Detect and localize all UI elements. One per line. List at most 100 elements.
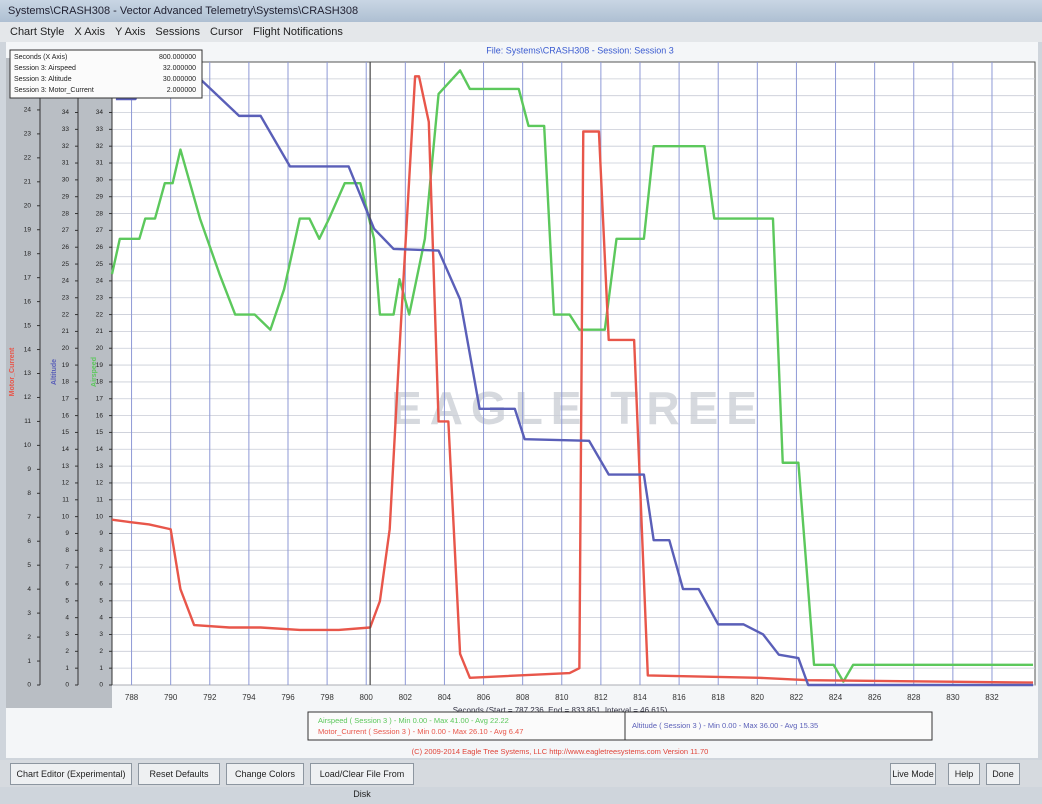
y-tick-label: 23	[62, 294, 70, 301]
y-tick-label: 21	[62, 328, 70, 335]
y-tick-label: 29	[62, 193, 70, 200]
tooltip-value: 32.000000	[163, 65, 196, 72]
y-tick-label: 5	[99, 598, 103, 605]
y-tick-label: 22	[62, 311, 70, 318]
y-tick-label: 13	[24, 370, 32, 377]
legend-entry: Motor_Current ( Session 3 ) - Min 0.00 -…	[318, 727, 523, 736]
window-title: Systems\CRASH308 - Vector Advanced Telem…	[8, 5, 358, 17]
x-tick-label: 812	[594, 693, 608, 702]
y-tick-label: 25	[62, 261, 70, 268]
y-tick-label: 11	[62, 497, 69, 504]
y-tick-label: 23	[24, 131, 32, 138]
y-tick-label: 26	[62, 244, 70, 251]
y-tick-label: 24	[96, 278, 104, 285]
y-tick-label: 19	[62, 362, 70, 369]
menu-item[interactable]: Chart Style	[10, 26, 64, 38]
y-tick-label: 4	[27, 586, 31, 593]
x-tick-label: 824	[829, 693, 843, 702]
y-tick-label: 6	[65, 581, 69, 588]
y-tick-label: 21	[96, 328, 104, 335]
y-tick-label: 8	[99, 547, 103, 554]
tooltip-value: 800.000000	[159, 54, 196, 61]
button[interactable]: Live Mode	[890, 763, 936, 785]
tooltip-label: Session 3: Airspeed	[14, 65, 76, 72]
menu-item[interactable]: Cursor	[210, 26, 243, 38]
legend-entry: Airspeed ( Session 3 ) - Min 0.00 - Max …	[318, 716, 509, 725]
y-tick-label: 3	[65, 631, 69, 638]
x-tick-label: 794	[242, 693, 256, 702]
y-axis-title: Altitude	[51, 359, 58, 385]
plot-area	[112, 62, 1035, 685]
y-axis-title: Airspeed	[91, 357, 98, 387]
chart: File: Systems\CRASH308 - Session: Sessio…	[0, 42, 1042, 760]
x-tick-label: 814	[633, 693, 647, 702]
y-tick-label: 14	[24, 346, 32, 353]
y-tick-label: 16	[24, 298, 32, 305]
y-tick-label: 10	[24, 442, 32, 449]
y-tick-label: 2	[99, 648, 103, 655]
y-tick-label: 1	[27, 658, 31, 665]
y-tick-label: 16	[96, 412, 104, 419]
x-tick-label: 826	[868, 693, 882, 702]
y-tick-label: 21	[24, 179, 32, 186]
y-tick-label: 31	[62, 160, 70, 167]
x-tick-label: 810	[555, 693, 569, 702]
y-tick-label: 8	[65, 547, 69, 554]
watermark: EAGLE TREE	[391, 382, 765, 434]
x-tick-label: 800	[360, 693, 374, 702]
button[interactable]: Help	[948, 763, 980, 785]
x-tick-label: 796	[281, 693, 295, 702]
y-tick-label: 16	[62, 412, 70, 419]
button[interactable]: Load/Clear File From Disk	[310, 763, 414, 785]
y-tick-label: 25	[96, 261, 104, 268]
x-tick-label: 820	[751, 693, 765, 702]
title-bar: Systems\CRASH308 - Vector Advanced Telem…	[0, 0, 1042, 22]
button[interactable]: Reset Defaults	[138, 763, 220, 785]
tooltip-value: 30.000000	[163, 76, 196, 83]
y-tick-label: 24	[62, 278, 70, 285]
y-tick-label: 6	[99, 581, 103, 588]
y-tick-label: 13	[96, 463, 104, 470]
y-axis-title: Motor_Current	[9, 347, 16, 396]
x-tick-label: 788	[125, 693, 139, 702]
menu-item[interactable]: Y Axis	[115, 26, 145, 38]
x-tick-label: 792	[203, 693, 217, 702]
x-tick-label: 818	[712, 693, 726, 702]
y-tick-label: 2	[27, 634, 31, 641]
y-tick-label: 28	[62, 210, 70, 217]
y-tick-label: 9	[27, 466, 31, 473]
x-tick-label: 790	[164, 693, 178, 702]
x-tick-label: 828	[907, 693, 921, 702]
y-tick-label: 10	[96, 513, 104, 520]
y-tick-label: 29	[96, 193, 104, 200]
y-tick-label: 7	[99, 564, 103, 571]
button-bar: Chart Editor (Experimental) Reset Default…	[0, 760, 1042, 787]
y-tick-label: 20	[62, 345, 70, 352]
y-tick-label: 33	[96, 126, 104, 133]
y-tick-label: 14	[62, 446, 70, 453]
y-tick-label: 12	[96, 480, 104, 487]
y-tick-label: 22	[24, 155, 32, 162]
y-tick-label: 2	[65, 648, 69, 655]
y-tick-label: 30	[96, 177, 104, 184]
y-tick-label: 20	[24, 202, 32, 209]
x-tick-label: 798	[320, 693, 334, 702]
y-tick-label: 9	[65, 530, 69, 537]
button[interactable]: Chart Editor (Experimental)	[10, 763, 132, 785]
x-tick-label: 806	[477, 693, 491, 702]
button[interactable]: Done	[986, 763, 1020, 785]
y-tick-label: 6	[27, 538, 31, 545]
x-tick-label: 802	[399, 693, 413, 702]
y-tick-label: 30	[62, 177, 70, 184]
menu-item[interactable]: X Axis	[74, 26, 105, 38]
y-tick-label: 11	[96, 497, 103, 504]
y-tick-label: 11	[24, 418, 31, 425]
button[interactable]: Change Colors	[226, 763, 304, 785]
y-tick-label: 32	[96, 143, 104, 150]
x-tick-label: 808	[516, 693, 530, 702]
y-tick-label: 18	[62, 379, 70, 386]
legend-entry: Altitude ( Session 3 ) - Min 0.00 - Max …	[632, 721, 818, 730]
y-tick-label: 5	[65, 598, 69, 605]
menu-item[interactable]: Flight Notifications	[253, 26, 343, 38]
menu-item[interactable]: Sessions	[155, 26, 200, 38]
